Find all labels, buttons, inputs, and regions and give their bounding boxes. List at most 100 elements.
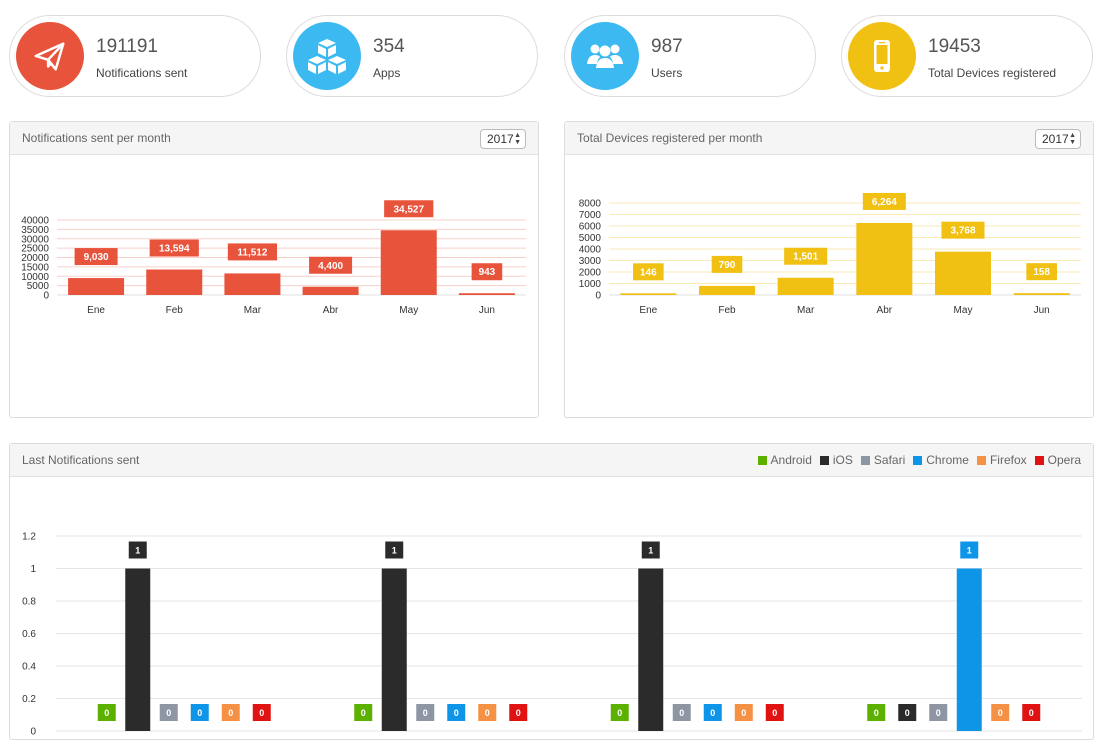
stat-card-apps: 354 Apps (286, 15, 538, 97)
data-label-box (734, 704, 753, 721)
data-label-box (867, 704, 886, 721)
y-tick-label: 30000 (21, 234, 49, 245)
stat-label: Total Devices registered (928, 66, 1057, 80)
data-label: 1 (135, 546, 140, 556)
stat-icon-circle (571, 22, 639, 90)
data-label: 0 (998, 708, 1003, 718)
panel-header: Last Notifications sent Android iOS Safa… (10, 444, 1093, 477)
y-tick-label: 5000 (579, 233, 602, 244)
year-select-value: 2017 (1042, 132, 1069, 146)
data-label-box (252, 704, 271, 721)
y-tick-label: 0.8 (22, 597, 36, 608)
data-label-box (309, 256, 353, 274)
year-select[interactable]: 2017 ▲ ▼ (1035, 129, 1081, 149)
y-tick-label: 5000 (27, 281, 50, 292)
legend-item-firefox[interactable]: Firefox (976, 453, 1027, 467)
data-label-box (703, 704, 722, 721)
chart-legend: Android iOS Safari Chrome Firefox Opera (757, 453, 1081, 467)
data-label: 3,768 (950, 226, 975, 237)
y-tick-label: 2000 (579, 268, 602, 279)
x-tick-label: Abr (323, 305, 339, 316)
panel-title: Total Devices registered per month (577, 131, 763, 145)
data-label: 0 (710, 708, 715, 718)
last-notifications-panel: Last Notifications sent Android iOS Safa… (9, 443, 1094, 747)
y-tick-label: 0.6 (22, 629, 36, 640)
bar (224, 273, 281, 295)
data-label: 11,512 (237, 247, 267, 258)
data-label-box (385, 541, 404, 559)
data-label: 0 (104, 708, 109, 718)
data-label: 0 (485, 708, 490, 718)
stat-value: 354 (373, 36, 405, 57)
data-label-box (633, 263, 664, 281)
notifications-bar-chart: 0500010000150002000025000300003500040000… (21, 200, 526, 316)
data-label: 146 (640, 267, 657, 278)
year-select-value: 2017 (487, 132, 514, 146)
bar (956, 568, 982, 731)
x-tick-label: Jun (479, 305, 495, 316)
data-label: 158 (1033, 267, 1050, 278)
data-label-box (610, 704, 629, 721)
legend-item-safari[interactable]: Safari (860, 453, 905, 467)
data-label: 0 (166, 708, 171, 718)
data-label-box (509, 704, 528, 721)
data-label: 0 (936, 708, 941, 718)
bar (935, 251, 991, 295)
legend-label: Opera (1047, 453, 1081, 467)
stat-value: 19453 (928, 36, 981, 57)
data-label: 0 (679, 708, 684, 718)
select-arrows-icon: ▲ ▼ (1069, 132, 1076, 146)
data-label-box (941, 221, 985, 239)
x-tick-label: Feb (166, 305, 184, 316)
data-label-box (672, 704, 691, 721)
legend-item-chrome[interactable]: Chrome (913, 453, 969, 467)
legend-swatch (1034, 455, 1044, 465)
notifications-per-month-panel: Notifications sent per month 2017 ▲ ▼ 0 50… (9, 121, 539, 418)
x-tick-label: Ene (87, 305, 105, 316)
devices-per-month-panel: Total Devices registered per month 2017 … (564, 121, 1094, 418)
y-tick-label: 1 (30, 564, 36, 575)
bar (638, 568, 664, 731)
bar (777, 277, 834, 295)
data-label: 0 (1029, 708, 1034, 718)
y-tick-label: 25000 (21, 244, 49, 255)
bar (699, 285, 755, 295)
data-label-box (159, 704, 178, 721)
data-label-box (765, 704, 784, 721)
y-tick-label: 1.2 (22, 532, 36, 543)
mobile-icon (874, 40, 890, 72)
data-label-box (960, 541, 979, 559)
data-label: 0 (228, 708, 233, 718)
legend-item-ios[interactable]: iOS (819, 453, 853, 467)
data-label-box (447, 704, 466, 721)
legend-swatch (860, 455, 870, 465)
data-label: 1,501 (793, 252, 818, 263)
data-label-box (898, 704, 917, 721)
data-label: 1 (648, 546, 653, 556)
data-label: 0 (423, 708, 428, 718)
data-label-box (1022, 704, 1041, 721)
stat-card-notifications: 191191 Notifications sent (9, 15, 261, 97)
data-label-box (991, 704, 1010, 721)
x-tick-label: Mar (244, 305, 262, 316)
y-tick-label: 0 (43, 291, 49, 302)
data-label-box (74, 248, 118, 266)
y-tick-label: 35000 (21, 225, 49, 236)
legend-item-opera[interactable]: Opera (1034, 453, 1081, 467)
users-icon (587, 44, 623, 68)
y-tick-label: 0.2 (22, 694, 36, 705)
panel-title: Notifications sent per month (22, 131, 171, 145)
bar (146, 269, 203, 295)
legend-item-android[interactable]: Android (757, 453, 812, 467)
year-select[interactable]: 2017 ▲ ▼ (480, 129, 526, 149)
data-label-box (711, 255, 743, 273)
legend-label: Firefox (989, 453, 1027, 467)
data-label-box (784, 247, 828, 265)
data-label: 1 (392, 546, 397, 556)
y-tick-label: 7000 (579, 210, 602, 221)
panel-header: Notifications sent per month 2017 ▲ ▼ (10, 122, 538, 155)
bar (620, 293, 677, 295)
data-label-box (190, 704, 209, 721)
x-tick-label: Mar (797, 305, 815, 316)
bar (380, 230, 437, 295)
